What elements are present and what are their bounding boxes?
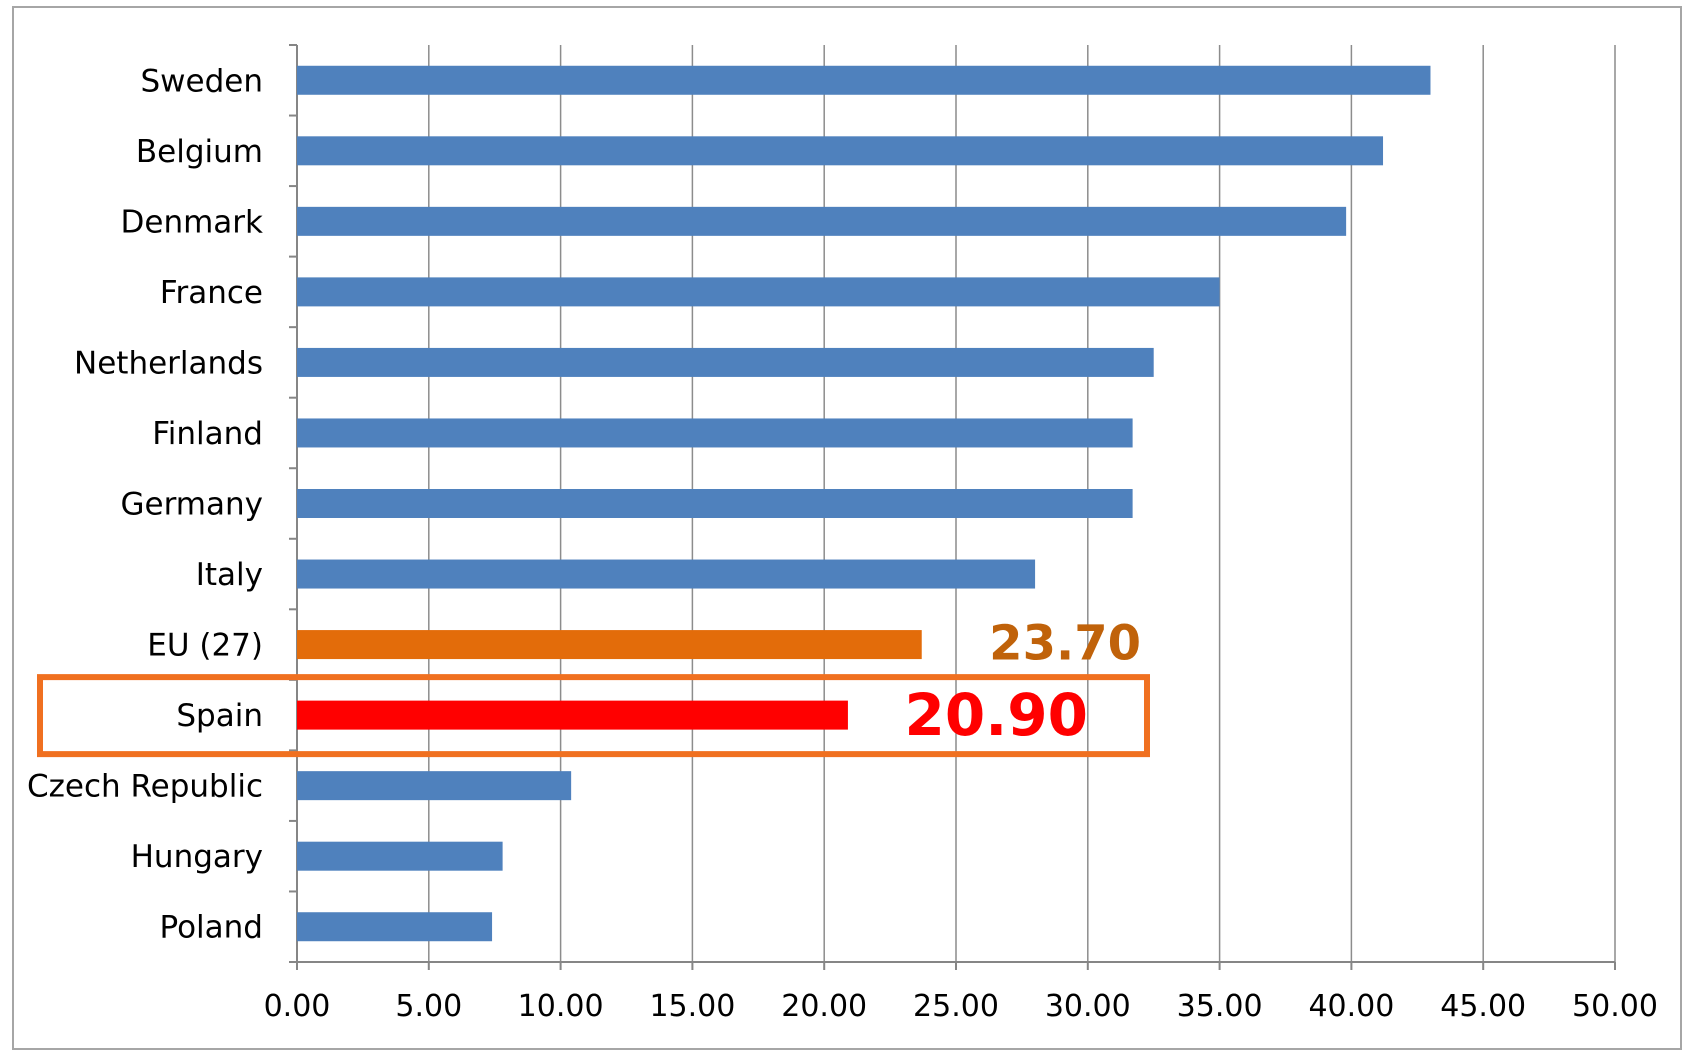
- x-tick-label: 5.00: [395, 989, 462, 1024]
- category-label: EU (27): [147, 628, 263, 664]
- bar-czech-republic: [297, 771, 572, 801]
- category-label: Czech Republic: [27, 769, 263, 805]
- x-tick-label: 50.00: [1572, 989, 1658, 1024]
- chart-frame: [12, 6, 1682, 1050]
- bar-hungary: [297, 841, 503, 871]
- bar-italy: [297, 559, 1036, 589]
- bar-germany: [297, 489, 1133, 518]
- x-tick-label: 45.00: [1440, 989, 1526, 1024]
- category-label: Denmark: [121, 204, 264, 240]
- bar-finland: [297, 418, 1133, 448]
- category-label: Hungary: [131, 839, 263, 875]
- bar-belgium: [297, 136, 1384, 166]
- bar-france: [297, 277, 1220, 307]
- bar-spain: [297, 700, 848, 730]
- category-label: Belgium: [136, 134, 263, 170]
- x-tick-label: 40.00: [1308, 989, 1394, 1024]
- category-label: Poland: [160, 910, 264, 946]
- highlight-box: [37, 674, 1150, 758]
- bar-sweden: [297, 65, 1431, 95]
- bar-denmark: [297, 206, 1347, 236]
- x-tick-label: 25.00: [913, 989, 999, 1024]
- x-tick-label: 0.00: [264, 989, 331, 1024]
- category-label: Italy: [196, 557, 263, 593]
- x-tick-label: 20.00: [781, 989, 867, 1024]
- category-label: France: [160, 275, 263, 311]
- x-tick-label: 35.00: [1177, 989, 1263, 1024]
- bar-eu-27: [297, 630, 922, 660]
- x-tick-label: 30.00: [1045, 989, 1131, 1024]
- category-label: Sweden: [140, 63, 263, 99]
- bar-netherlands: [297, 347, 1154, 377]
- category-label: Netherlands: [74, 345, 263, 381]
- category-label: Finland: [152, 416, 263, 452]
- category-label: Germany: [121, 487, 263, 523]
- x-tick-label: 15.00: [649, 989, 735, 1024]
- value-callout-spain: 20.90: [905, 681, 1088, 749]
- value-callout-eu-27: 23.70: [989, 616, 1141, 672]
- bar-poland: [297, 912, 493, 942]
- x-tick-label: 10.00: [518, 989, 604, 1024]
- category-label: Spain: [176, 698, 263, 734]
